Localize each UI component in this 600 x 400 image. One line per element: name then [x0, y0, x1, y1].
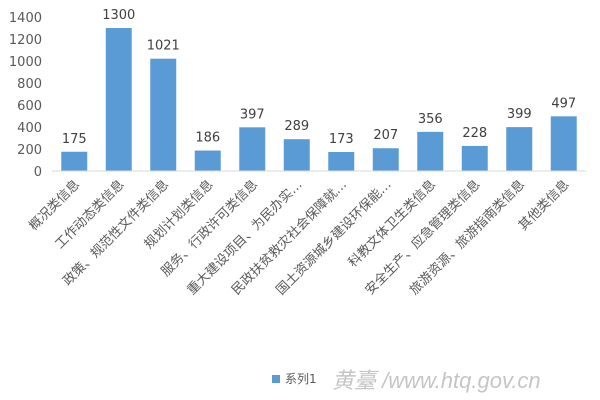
legend-label: 系列1 [285, 372, 317, 386]
bar [283, 139, 310, 171]
data-label: 228 [462, 126, 487, 141]
data-label: 1021 [147, 39, 180, 54]
data-label: 173 [329, 132, 354, 147]
legend-swatch [272, 374, 280, 383]
bar [150, 58, 177, 171]
data-label: 289 [284, 119, 309, 134]
y-tick-label: 600 [17, 99, 42, 114]
watermark: 黄臺 /www.htq.gov.cn [332, 368, 541, 393]
bar [328, 151, 355, 171]
y-tick-label: 1400 [9, 11, 42, 26]
data-label: 397 [240, 107, 265, 122]
bar [550, 116, 577, 171]
data-label: 497 [551, 96, 576, 111]
bar [105, 28, 132, 171]
bar [194, 150, 221, 171]
y-tick-label: 200 [17, 143, 42, 158]
x-tick-label: 科教文体卫生类信息 [345, 177, 439, 271]
data-label: 356 [418, 112, 443, 127]
data-label: 1300 [102, 8, 135, 23]
y-tick-label: 400 [17, 121, 42, 136]
bar [461, 145, 488, 171]
y-tick-label: 1200 [9, 33, 42, 48]
y-tick-label: 800 [17, 77, 42, 92]
data-label: 186 [195, 131, 220, 146]
bar [372, 148, 399, 171]
data-label: 399 [507, 107, 532, 122]
y-tick-label: 0 [34, 165, 42, 180]
data-label: 175 [62, 132, 87, 147]
data-label: 207 [373, 128, 398, 143]
bar [61, 151, 88, 171]
y-tick-label: 1000 [9, 55, 42, 70]
bar [239, 127, 266, 171]
legend: 系列1 [272, 370, 317, 387]
bar [417, 131, 444, 171]
bar [506, 127, 533, 171]
